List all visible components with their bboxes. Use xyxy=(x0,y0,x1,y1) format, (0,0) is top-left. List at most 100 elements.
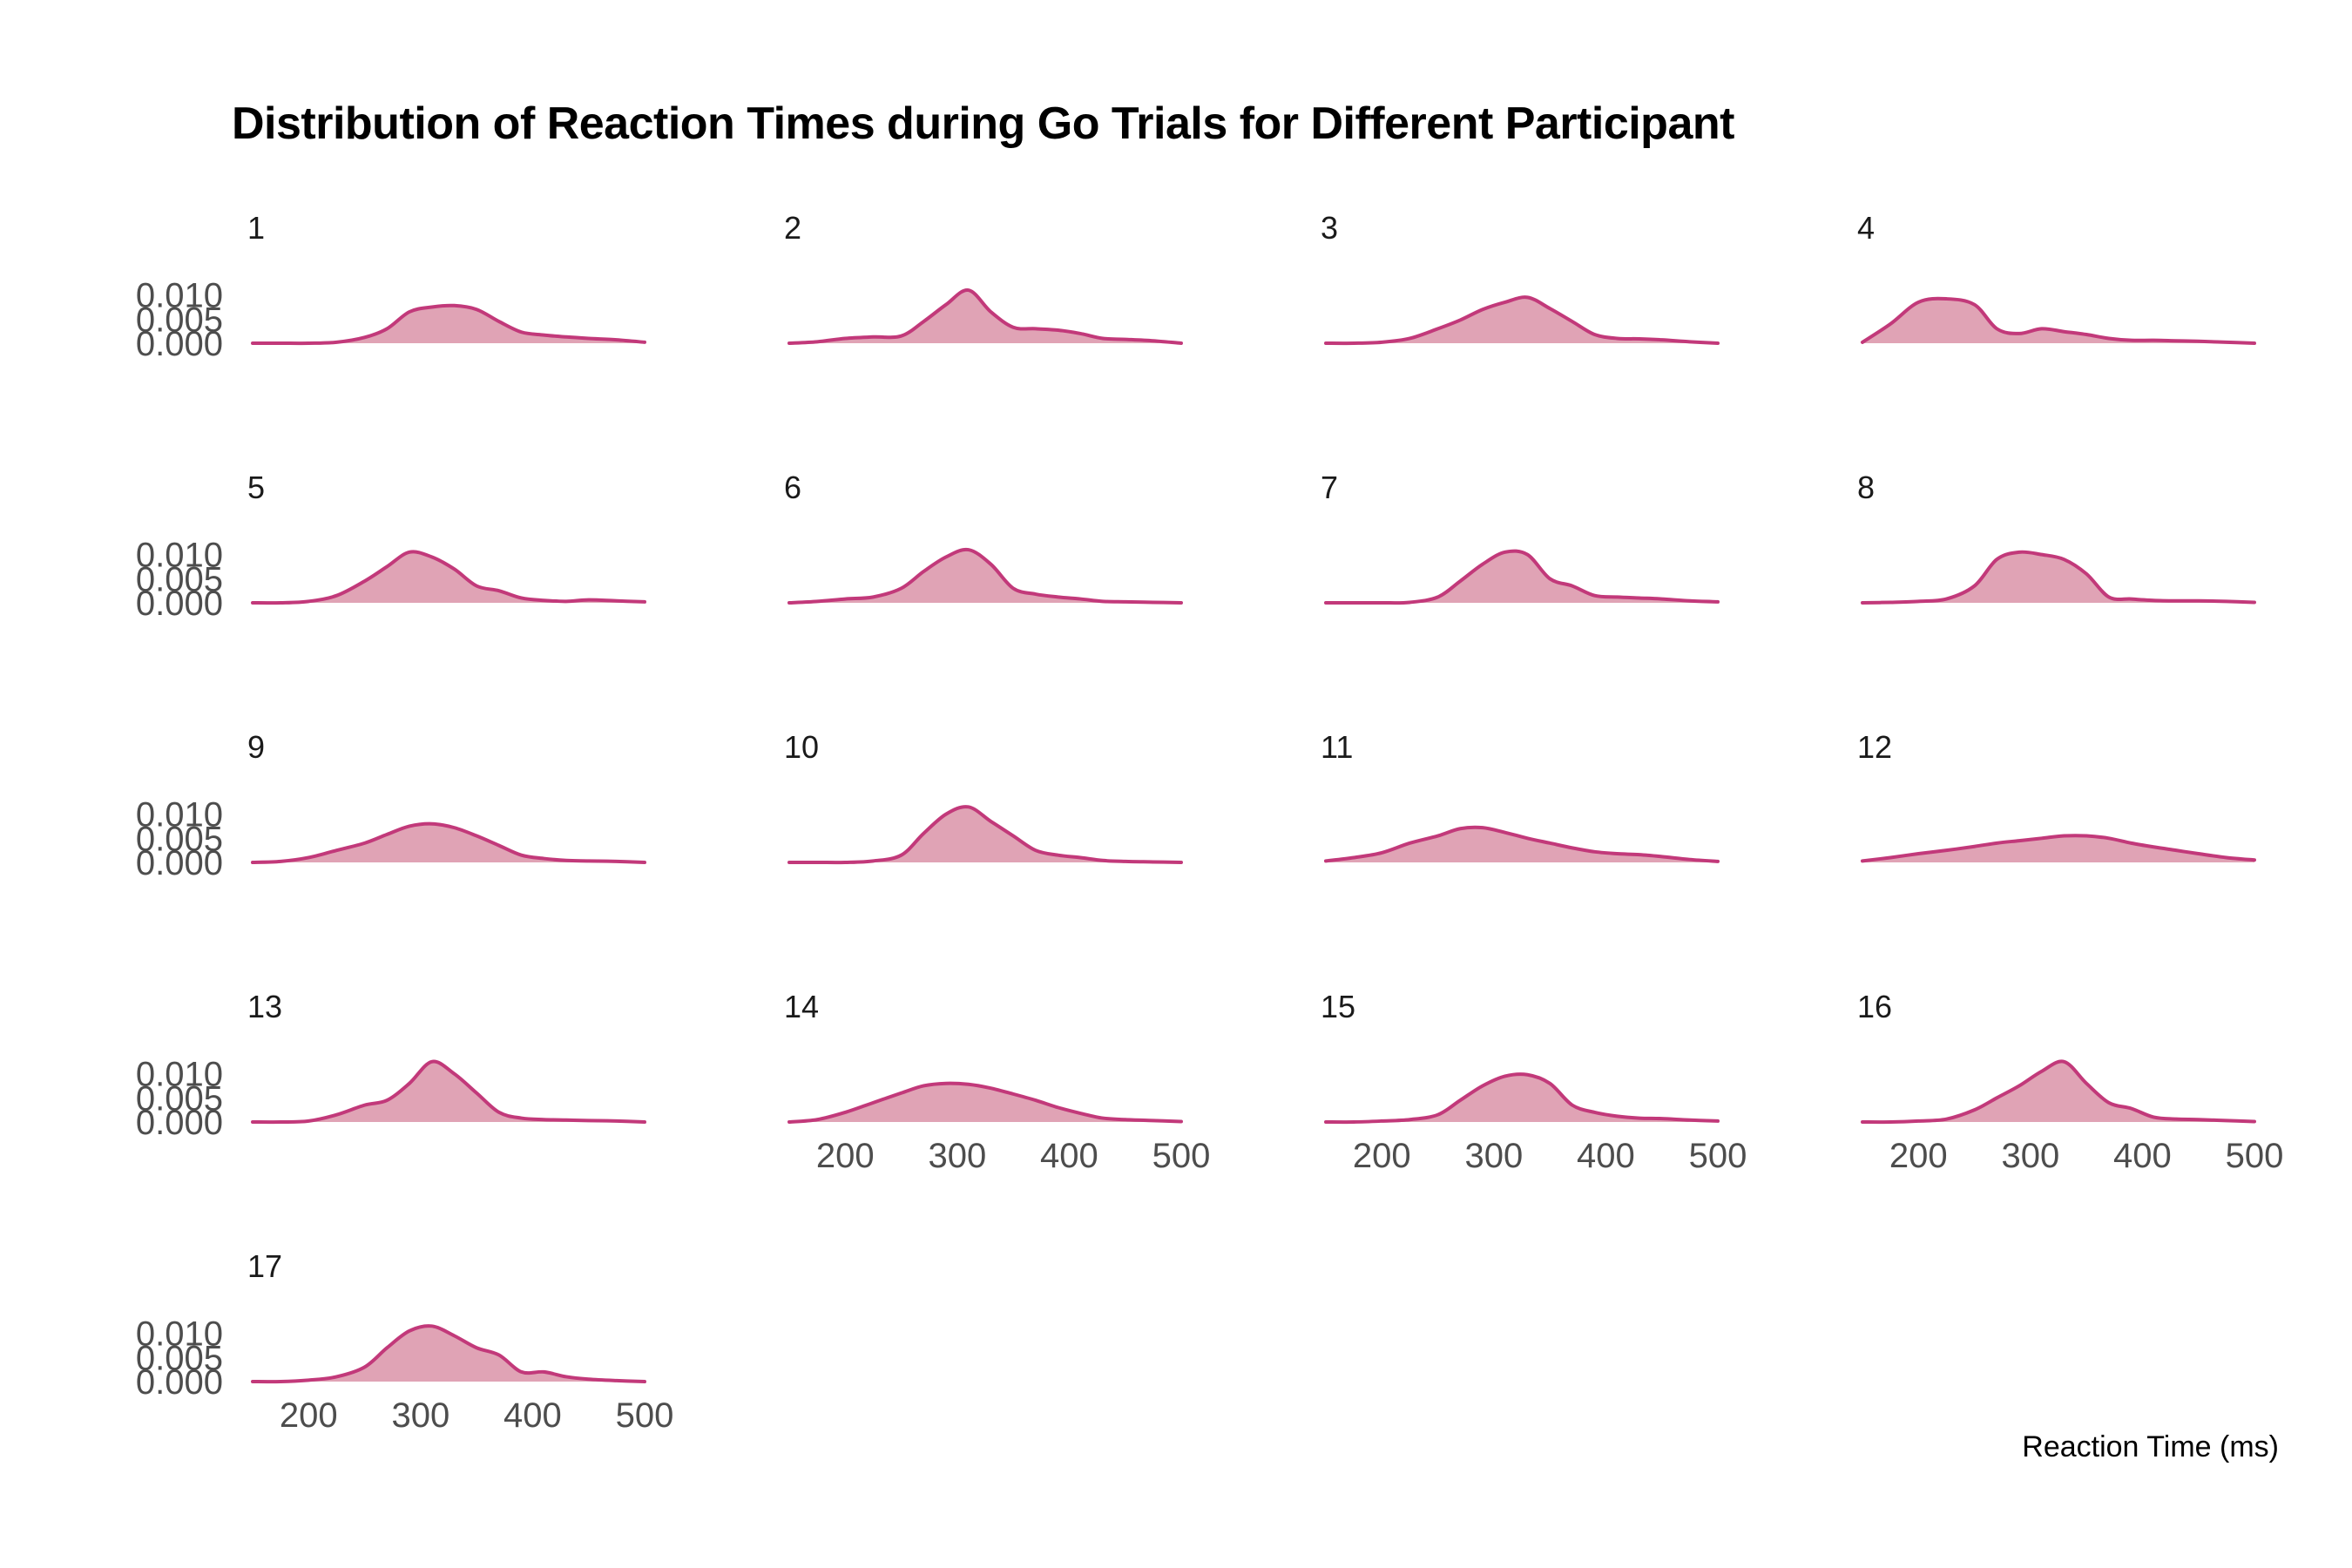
y-tick-label: 0.010 xyxy=(136,1056,223,1094)
density-area-9 xyxy=(253,823,645,862)
density-line-8 xyxy=(1861,550,2256,605)
y-tick-label: 0.010 xyxy=(136,796,223,835)
density-area-6 xyxy=(789,549,1181,603)
facet-panel-6: 6 xyxy=(784,470,1183,605)
density-area-11 xyxy=(1326,827,1718,862)
x-tick-label: 400 xyxy=(1577,1137,1635,1175)
y-tick-label: 0.005 xyxy=(136,1339,223,1377)
x-tick-label: 300 xyxy=(391,1396,449,1435)
facet-panel-3: 3 xyxy=(1321,210,1720,346)
facet-label-17: 17 xyxy=(247,1248,282,1284)
y-tick-label: 0.005 xyxy=(136,1079,223,1118)
density-line-16 xyxy=(1861,1059,2256,1125)
facet-panel-11: 11 xyxy=(1321,729,1720,863)
facet-panel-14: 14 200 300 400 500 xyxy=(784,989,1210,1175)
x-tick-label: 200 xyxy=(1889,1137,1948,1175)
density-area-8 xyxy=(1862,551,2254,603)
x-tick-label: 200 xyxy=(816,1137,875,1175)
density-line-15 xyxy=(1324,1072,1720,1125)
density-area-1 xyxy=(253,305,645,344)
density-line-13 xyxy=(251,1059,646,1125)
density-area-3 xyxy=(1326,297,1718,344)
density-area-7 xyxy=(1326,551,1718,604)
chart-title: Distribution of Reaction Times during Go… xyxy=(232,98,1734,149)
facet-label-1: 1 xyxy=(247,210,265,246)
x-tick-label: 500 xyxy=(2226,1137,2284,1175)
density-line-9 xyxy=(251,821,646,864)
facet-label-11: 11 xyxy=(1321,729,1353,765)
x-tick-label: 500 xyxy=(1689,1137,1747,1175)
density-line-4 xyxy=(1861,296,2256,345)
facet-label-15: 15 xyxy=(1321,989,1355,1024)
y-tick-label: 0.000 xyxy=(136,844,223,882)
facet-panel-10: 10 xyxy=(784,729,1183,865)
facet-label-10: 10 xyxy=(784,729,819,765)
x-tick-label: 200 xyxy=(1353,1137,1411,1175)
density-area-10 xyxy=(789,807,1181,863)
density-line-17 xyxy=(251,1324,646,1384)
density-area-2 xyxy=(789,289,1181,343)
y-tick-label: 0.000 xyxy=(136,585,223,623)
x-tick-label: 500 xyxy=(616,1396,674,1435)
x-tick-label: 300 xyxy=(928,1137,986,1175)
facet-label-9: 9 xyxy=(247,729,265,765)
density-area-17 xyxy=(253,1326,645,1382)
density-area-12 xyxy=(1862,835,2254,862)
density-line-11 xyxy=(1324,825,1720,863)
x-tick-label: 300 xyxy=(2001,1137,2059,1175)
facet-panel-7: 7 xyxy=(1321,470,1720,605)
x-tick-label: 500 xyxy=(1152,1137,1211,1175)
facet-label-7: 7 xyxy=(1321,470,1338,505)
facet-label-3: 3 xyxy=(1321,210,1338,246)
facet-label-13: 13 xyxy=(247,989,282,1024)
facet-label-5: 5 xyxy=(247,470,265,505)
density-line-7 xyxy=(1324,549,1720,605)
y-tick-label: 0.005 xyxy=(136,301,223,339)
facet-label-2: 2 xyxy=(784,210,801,246)
x-axis-title: Reaction Time (ms) xyxy=(2022,1430,2279,1463)
y-tick-label: 0.010 xyxy=(136,537,223,575)
density-line-12 xyxy=(1861,834,2256,863)
facet-panel-2: 2 xyxy=(784,210,1183,345)
y-tick-label: 0.010 xyxy=(136,1315,223,1354)
facet-panel-15: 15 200 300 400 500 xyxy=(1321,989,1747,1175)
y-tick-label: 0.000 xyxy=(136,1104,223,1142)
density-area-13 xyxy=(253,1061,645,1123)
density-line-2 xyxy=(787,288,1183,345)
facet-label-4: 4 xyxy=(1857,210,1875,246)
facet-label-8: 8 xyxy=(1857,470,1875,505)
density-area-15 xyxy=(1326,1074,1718,1123)
density-area-5 xyxy=(253,551,645,604)
x-tick-label: 400 xyxy=(504,1396,562,1435)
density-line-14 xyxy=(787,1081,1183,1124)
density-line-10 xyxy=(787,805,1183,865)
y-tick-label: 0.005 xyxy=(136,820,223,858)
y-tick-label: 0.000 xyxy=(136,325,223,363)
density-area-14 xyxy=(789,1083,1181,1122)
density-line-1 xyxy=(251,303,646,346)
x-tick-label: 400 xyxy=(1040,1137,1098,1175)
y-tick-label: 0.005 xyxy=(136,560,223,598)
facet-panel-8: 8 xyxy=(1857,470,2256,605)
x-tick-label: 300 xyxy=(1464,1137,1523,1175)
density-line-3 xyxy=(1324,295,1720,346)
y-tick-label: 0.010 xyxy=(136,277,223,315)
density-area-4 xyxy=(1862,298,2254,343)
density-area-16 xyxy=(1862,1061,2254,1123)
x-tick-label: 200 xyxy=(280,1396,338,1435)
facet-label-6: 6 xyxy=(784,470,801,505)
facet-panel-16: 16 200 300 400 500 xyxy=(1857,989,2283,1175)
density-line-5 xyxy=(251,550,646,605)
facet-label-12: 12 xyxy=(1857,729,1892,765)
facet-label-14: 14 xyxy=(784,989,819,1024)
facet-label-16: 16 xyxy=(1857,989,1892,1024)
y-tick-label: 0.000 xyxy=(136,1363,223,1402)
facet-panel-12: 12 xyxy=(1857,729,2256,863)
